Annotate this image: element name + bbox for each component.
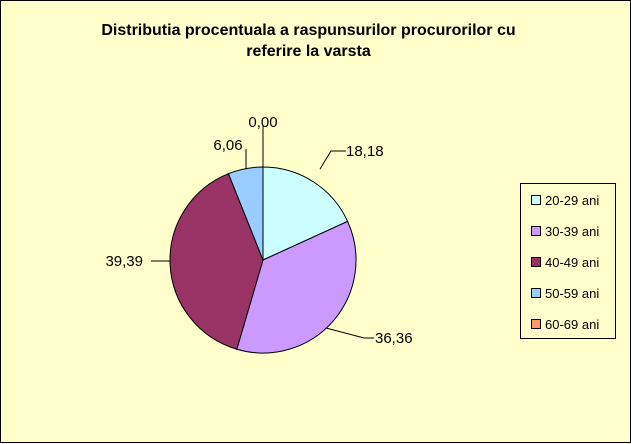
data-label-20-29-ani: 18,18 [346, 143, 384, 160]
pie-slice-30-39-ani [236, 220, 357, 354]
legend-swatch-40-49-ani [531, 257, 541, 267]
legend-swatch-30-39-ani [531, 226, 541, 236]
legend-item-60-69-ani: 60-69 ani [531, 316, 599, 332]
legend-item-20-29-ani: 20-29 ani [531, 192, 599, 208]
legend-label-30-39-ani: 30-39 ani [545, 223, 600, 239]
legend-label-60-69-ani: 60-69 ani [545, 316, 600, 332]
leader-line-30-39-ani [325, 327, 374, 339]
data-label-30-39-ani: 36,36 [375, 330, 413, 347]
chart-title: Distributia procentuala a raspunsurilor … [1, 20, 616, 62]
legend-item-40-49-ani: 40-49 ani [531, 254, 599, 270]
legend-label-50-59-ani: 50-59 ani [545, 285, 600, 301]
chart-title-line-1: Distributia procentuala a raspunsurilor … [101, 22, 516, 39]
legend-swatch-60-69-ani [531, 319, 541, 329]
data-label-40-49-ani: 39,39 [105, 253, 143, 270]
data-label-50-59-ani: 6,06 [213, 137, 242, 154]
data-label-60-69-ani: 0,00 [248, 114, 277, 131]
chart-title-line-2: referire la varsta [246, 43, 371, 60]
pie-slice-40-49-ani [169, 173, 264, 350]
legend-swatch-20-29-ani [531, 195, 541, 205]
chart-legend: 20-29 ani 30-39 ani 40-49 ani 50-59 ani 60-6… [520, 183, 616, 339]
legend-label-40-49-ani: 40-49 ani [545, 254, 600, 270]
legend-swatch-50-59-ani [531, 288, 541, 298]
leader-line-20-29-ani [319, 150, 346, 170]
legend-item-30-39-ani: 30-39 ani [531, 223, 599, 239]
legend-label-20-29-ani: 20-29 ani [545, 192, 600, 208]
pie-slice-20-29-ani [262, 166, 349, 261]
legend-item-50-59-ani: 50-59 ani [531, 285, 599, 301]
